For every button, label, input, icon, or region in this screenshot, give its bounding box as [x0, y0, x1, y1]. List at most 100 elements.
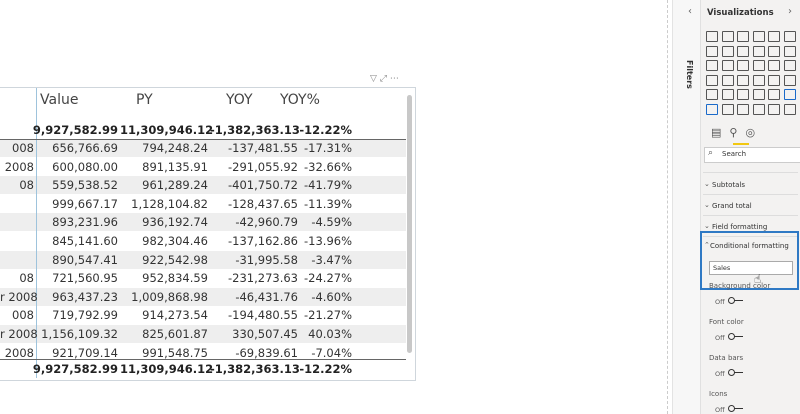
visual-icon[interactable]	[737, 89, 749, 100]
row-label: r 2008	[0, 327, 38, 341]
visual-icon[interactable]	[721, 45, 734, 57]
cell: 40.03%	[308, 327, 352, 341]
cell: 963,437.23	[52, 289, 118, 304]
cell: 991,548.75	[142, 345, 208, 360]
row-label: 2008	[4, 345, 34, 360]
row-label: 08	[19, 271, 34, 286]
visual-icon[interactable]	[721, 89, 734, 100]
cell: 1,156,109.32	[41, 327, 118, 341]
visual-icon[interactable]	[721, 74, 734, 86]
cell: 9,927,582.99	[32, 123, 118, 137]
cell: 961,289.24	[142, 178, 208, 193]
cell: -231,273.63	[228, 271, 298, 286]
cell: 656,766.69	[52, 141, 118, 155]
search-box[interactable]	[704, 147, 800, 163]
collapse-icon[interactable]: ‹	[688, 6, 692, 17]
field-dropdown[interactable]	[709, 261, 793, 275]
cell: -24.27%	[304, 271, 352, 286]
cell: -401,750.72	[228, 178, 298, 193]
row-label: 2008	[4, 159, 34, 174]
visual-icon[interactable]	[768, 89, 780, 100]
visual-icon[interactable]	[721, 103, 734, 115]
toggle[interactable]	[729, 372, 743, 373]
cell: -128,437.65	[228, 196, 298, 211]
column-divider	[36, 88, 37, 378]
toggle-state: Off	[715, 370, 725, 378]
visual-icon[interactable]	[752, 31, 765, 42]
total-line	[0, 359, 406, 360]
cell: -17.31%	[304, 141, 352, 155]
cell: 982,304.46	[142, 234, 208, 248]
cell: -7.04%	[311, 345, 352, 360]
visual-icon[interactable]	[768, 103, 780, 115]
section-title[interactable]: Field formatting	[712, 223, 768, 231]
cell: 794,248.24	[142, 141, 208, 155]
visual-icon[interactable]	[783, 45, 796, 57]
visual-icon[interactable]	[706, 45, 718, 57]
visual-icon[interactable]	[737, 74, 749, 86]
visual-icon[interactable]	[706, 89, 718, 100]
visual-icon[interactable]	[783, 60, 796, 71]
toggle-knob[interactable]	[728, 369, 735, 376]
toggle-knob[interactable]	[728, 333, 735, 340]
cell: 952,834.59	[142, 271, 208, 286]
expand-icon[interactable]: ›	[788, 6, 792, 17]
cell: 914,273.54	[142, 308, 208, 323]
visual-icon[interactable]	[706, 103, 718, 115]
visual-icon[interactable]	[706, 60, 718, 71]
visual-icon[interactable]	[752, 103, 765, 115]
option-label: Data bars	[709, 354, 744, 362]
visual-icon[interactable]	[752, 45, 765, 57]
cell: -42,960.79	[235, 215, 298, 230]
visual-icon[interactable]	[768, 45, 780, 57]
visual-icon[interactable]	[768, 31, 780, 42]
toggle[interactable]	[729, 336, 743, 337]
visual-icon[interactable]	[737, 103, 749, 115]
visual-icon[interactable]	[752, 89, 765, 100]
section-divider	[703, 215, 798, 216]
toggle-knob[interactable]	[728, 297, 735, 304]
visual-icon[interactable]	[737, 45, 749, 57]
toggle-knob[interactable]	[728, 405, 735, 412]
toggle-state: Off	[715, 298, 725, 306]
section-title[interactable]: Grand total	[712, 202, 752, 210]
visual-icon[interactable]	[752, 60, 765, 71]
visual-icon[interactable]	[783, 31, 796, 42]
visual-icon[interactable]	[737, 31, 749, 42]
visual-icon[interactable]	[721, 60, 734, 71]
cell: -31,995.58	[235, 252, 298, 267]
toggle[interactable]	[729, 300, 743, 301]
toggle[interactable]	[729, 408, 743, 409]
column-header: YOY%	[280, 92, 320, 108]
section-divider	[703, 172, 798, 173]
cell: -137,481.55	[228, 141, 298, 155]
row-label: 08	[19, 178, 34, 193]
cell: -137,162.86	[228, 234, 298, 248]
conditional-title[interactable]: Conditional formatting	[710, 242, 789, 250]
visual-icon[interactable]	[783, 89, 796, 100]
cell: -4.60%	[311, 289, 352, 304]
chevron: ⌄	[704, 201, 710, 209]
visual-icon[interactable]	[768, 60, 780, 71]
cell: 890,547.41	[52, 252, 118, 267]
toggle-state: Off	[715, 334, 725, 342]
column-header: Value	[40, 92, 79, 108]
visual-icon[interactable]	[706, 31, 718, 42]
visual-icon[interactable]	[737, 60, 749, 71]
visual-icon[interactable]	[783, 103, 796, 115]
visual-icon[interactable]	[768, 74, 780, 86]
cell: -12.22%	[299, 123, 352, 137]
visual-icon[interactable]	[706, 74, 718, 86]
cell: -46,431.76	[235, 289, 298, 304]
option-label: Background color	[709, 282, 771, 290]
cell: 719,792.99	[52, 308, 118, 323]
cell: 9,927,582.99	[32, 362, 118, 376]
visual-icon[interactable]	[721, 31, 734, 42]
visual-icon[interactable]	[783, 74, 796, 86]
visual-icon[interactable]	[752, 74, 765, 86]
visual-header-icons: ▽ ⤢ ⋯	[370, 74, 399, 84]
field-value: Sales	[713, 264, 731, 272]
chevron: ⌃	[704, 241, 710, 249]
section-title[interactable]: Subtotals	[712, 181, 745, 189]
